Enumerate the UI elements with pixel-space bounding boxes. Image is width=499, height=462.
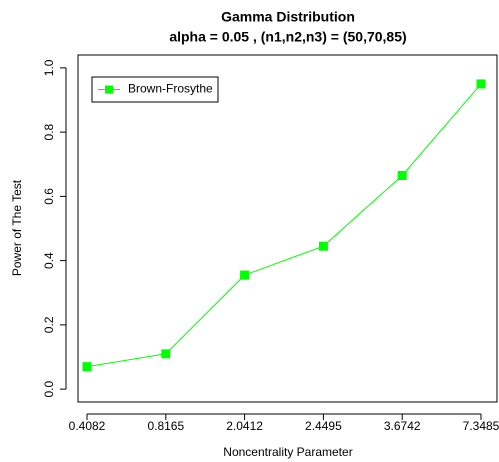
plot-frame [77, 54, 498, 403]
x-tick-label: 3.6742 [384, 419, 421, 433]
point-marker [476, 79, 486, 89]
point-marker [82, 362, 92, 372]
x-tick-label: 2.0412 [226, 419, 263, 433]
y-axis-label: Power of The Test [10, 179, 24, 276]
y-tick-label: 0.6 [42, 188, 56, 205]
y-tick-label: 0.2 [42, 316, 56, 333]
point-marker [318, 241, 328, 251]
chart-title: Gamma Distribution [221, 9, 355, 25]
point-marker [240, 270, 250, 280]
chart-subtitle: alpha = 0.05 , (n1,n2,n3) = (50,70,85) [169, 29, 406, 45]
x-tick-label: 2.4495 [305, 419, 342, 433]
legend-label: Brown-Frosythe [128, 82, 213, 96]
y-tick-label: 0.0 [42, 380, 56, 397]
y-tick-label: 0.8 [42, 123, 56, 140]
point-marker [397, 170, 407, 180]
x-tick-label: 7.3485 [463, 419, 499, 433]
y-tick-label: 1.0 [42, 59, 56, 76]
x-tick-label: 0.8165 [147, 419, 184, 433]
point-marker [161, 349, 171, 359]
x-tick-label: 0.4082 [69, 419, 106, 433]
legend-marker [105, 85, 113, 94]
y-tick-label: 0.4 [42, 252, 56, 269]
series-line [86, 83, 482, 368]
x-axis-label: Noncentrality Parameter [223, 445, 352, 459]
